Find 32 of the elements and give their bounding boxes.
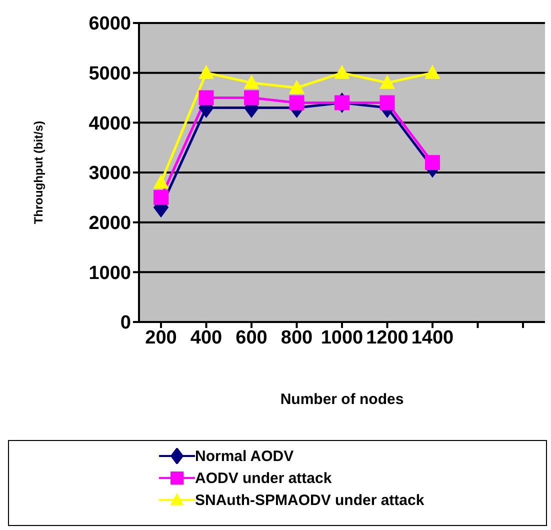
x-tick-label: 800 bbox=[280, 327, 313, 348]
y-axis-title: Throughput (bit/s) bbox=[31, 120, 46, 224]
point bbox=[289, 80, 304, 94]
x-tick-label: 1200 bbox=[366, 327, 408, 348]
y-tick-label: 6000 bbox=[88, 14, 131, 35]
point bbox=[425, 155, 440, 170]
x-axis-title: Number of nodes bbox=[280, 391, 404, 408]
y-tick-label: 1000 bbox=[88, 262, 131, 284]
legend-label: SNAuth-SPMAODV under attack bbox=[195, 492, 424, 508]
x-tick-label: 1000 bbox=[320, 327, 364, 348]
point bbox=[425, 65, 440, 79]
point bbox=[334, 65, 350, 79]
y-tick-label: 0 bbox=[120, 312, 131, 334]
point bbox=[289, 95, 304, 110]
y-tick-label: 4000 bbox=[88, 113, 131, 134]
legend-label: AODV under attack bbox=[195, 470, 332, 486]
x-tick-label: 400 bbox=[190, 327, 222, 348]
point bbox=[154, 174, 168, 189]
point bbox=[380, 95, 395, 110]
y-tick-label: 3000 bbox=[88, 163, 131, 184]
y-tick-label: 5000 bbox=[88, 64, 131, 85]
x-tick-label: 1400 bbox=[411, 327, 454, 348]
point bbox=[154, 190, 168, 205]
x-tick-label: 600 bbox=[236, 327, 268, 348]
point bbox=[244, 75, 259, 89]
x-tick-label: 200 bbox=[145, 327, 177, 348]
point bbox=[198, 65, 214, 79]
point bbox=[198, 90, 214, 106]
legend-label: Normal AODV bbox=[195, 448, 294, 464]
point bbox=[380, 75, 395, 89]
y-tick-label: 2000 bbox=[88, 213, 131, 234]
point bbox=[244, 90, 259, 106]
